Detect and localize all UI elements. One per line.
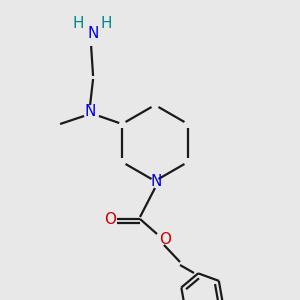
Text: O: O <box>159 232 171 247</box>
Text: H: H <box>100 16 112 31</box>
Text: N: N <box>87 26 99 40</box>
Text: N: N <box>84 104 96 119</box>
Text: N: N <box>150 175 162 190</box>
Text: H: H <box>72 16 84 31</box>
Text: O: O <box>104 212 116 226</box>
